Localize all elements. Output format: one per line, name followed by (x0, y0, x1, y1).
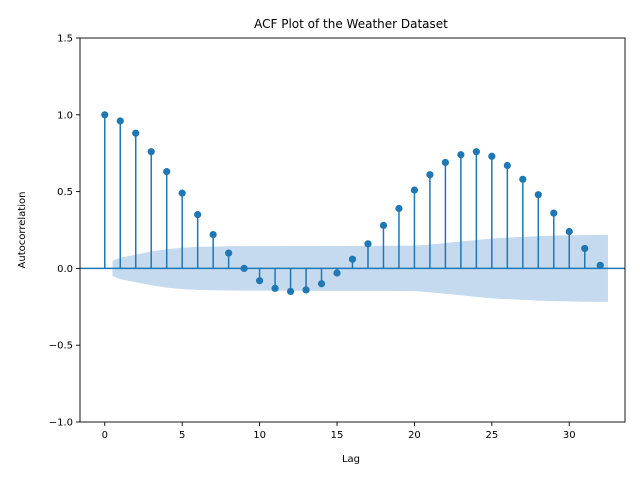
x-axis-ticks: 0 5 10 15 20 25 30 (102, 422, 576, 441)
acf-point (101, 111, 109, 119)
x-tick-label: 15 (331, 430, 344, 441)
acf-point (581, 244, 589, 253)
acf-point (271, 284, 279, 292)
acf-point (503, 161, 511, 170)
acf-point (286, 287, 295, 296)
acf-point (302, 286, 310, 294)
acf-point (194, 211, 202, 219)
acf-point (348, 255, 357, 263)
y-tick-label: 1.5 (57, 34, 73, 45)
acf-point (116, 117, 124, 125)
marker-layer (101, 111, 604, 296)
x-tick-label: 0 (102, 430, 108, 441)
acf-point (364, 240, 372, 248)
acf-point (395, 204, 403, 213)
acf-point (457, 151, 465, 159)
acf-point (147, 148, 155, 156)
stem-layer (104, 114, 601, 292)
y-axis-label: Autocorrelation (17, 192, 28, 269)
acf-point (565, 227, 573, 236)
acf-point (256, 277, 264, 285)
x-tick-label: 10 (253, 430, 266, 441)
y-tick-label: 0.5 (57, 187, 73, 198)
acf-point (317, 280, 326, 288)
y-tick-label: 1.0 (57, 110, 73, 121)
acf-point (596, 261, 604, 269)
plot-frame (79, 37, 626, 423)
acf-point (488, 152, 496, 160)
acf-point (519, 175, 527, 183)
y-tick-label: −1.0 (49, 418, 73, 429)
acf-point (163, 168, 171, 176)
acf-point (240, 264, 248, 272)
acf-point (225, 249, 233, 257)
x-tick-label: 5 (179, 430, 185, 441)
y-tick-label: 0.0 (57, 264, 73, 275)
acf-point (550, 209, 558, 217)
x-tick-label: 30 (563, 430, 576, 441)
chart-title: ACF Plot of the Weather Dataset (254, 17, 448, 31)
acf-point (178, 189, 186, 197)
acf-point (209, 231, 217, 239)
acf-point (379, 221, 388, 229)
acf-point (534, 191, 542, 199)
acf-point (410, 186, 419, 194)
acf-point (333, 269, 341, 277)
acf-point (132, 129, 140, 137)
acf-point (441, 158, 449, 167)
y-axis-ticks: −1.0 −0.5 0.0 0.5 1.0 1.5 (49, 34, 80, 429)
x-tick-label: 25 (485, 430, 498, 441)
x-axis-label: Lag (342, 454, 360, 465)
acf-point (426, 171, 434, 179)
y-tick-label: −0.5 (49, 341, 73, 352)
x-tick-label: 20 (408, 430, 421, 441)
acf-point (472, 148, 480, 156)
